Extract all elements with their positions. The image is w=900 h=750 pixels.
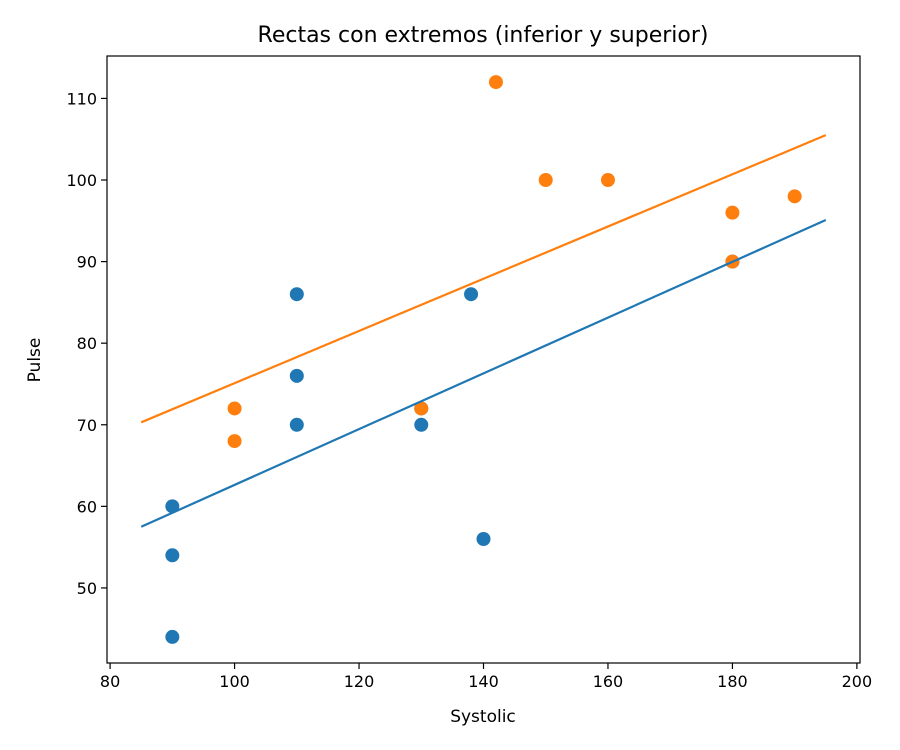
regression-line [140, 134, 827, 424]
data-point [414, 401, 429, 416]
data-point [165, 499, 180, 514]
y-tick-label: 80 [77, 334, 97, 353]
data-point [227, 434, 242, 449]
x-axis-label: Systolic [450, 707, 516, 727]
data-point [464, 287, 479, 302]
x-tick-label: 180 [717, 672, 748, 691]
y-tick-label: 90 [77, 253, 97, 272]
data-point [227, 401, 242, 416]
data-point [725, 205, 740, 220]
data-point [787, 189, 802, 204]
y-tick-label: 110 [66, 89, 97, 108]
y-tick-label: 100 [66, 171, 97, 190]
x-tick-label: 100 [219, 672, 250, 691]
data-point [488, 75, 503, 90]
data-point [476, 531, 491, 546]
x-tick-label: 200 [842, 672, 873, 691]
x-tick-label: 120 [344, 672, 375, 691]
data-point [538, 173, 553, 188]
y-tick-label: 70 [77, 416, 97, 435]
data-point [600, 173, 615, 188]
data-point [165, 548, 180, 563]
data-point [289, 417, 304, 432]
chart-title: Rectas con extremos (inferior y superior… [258, 23, 709, 48]
y-tick-label: 60 [77, 497, 97, 516]
y-axis-label: Pulse [25, 338, 45, 383]
data-point [165, 629, 180, 644]
plot-area [140, 75, 827, 644]
data-point [289, 368, 304, 383]
data-point [414, 417, 429, 432]
regression-line [140, 218, 827, 528]
x-tick-label: 140 [468, 672, 499, 691]
y-tick-label: 50 [77, 579, 97, 598]
x-tick-label: 160 [593, 672, 624, 691]
x-tick-label: 80 [100, 672, 120, 691]
data-point [289, 287, 304, 302]
